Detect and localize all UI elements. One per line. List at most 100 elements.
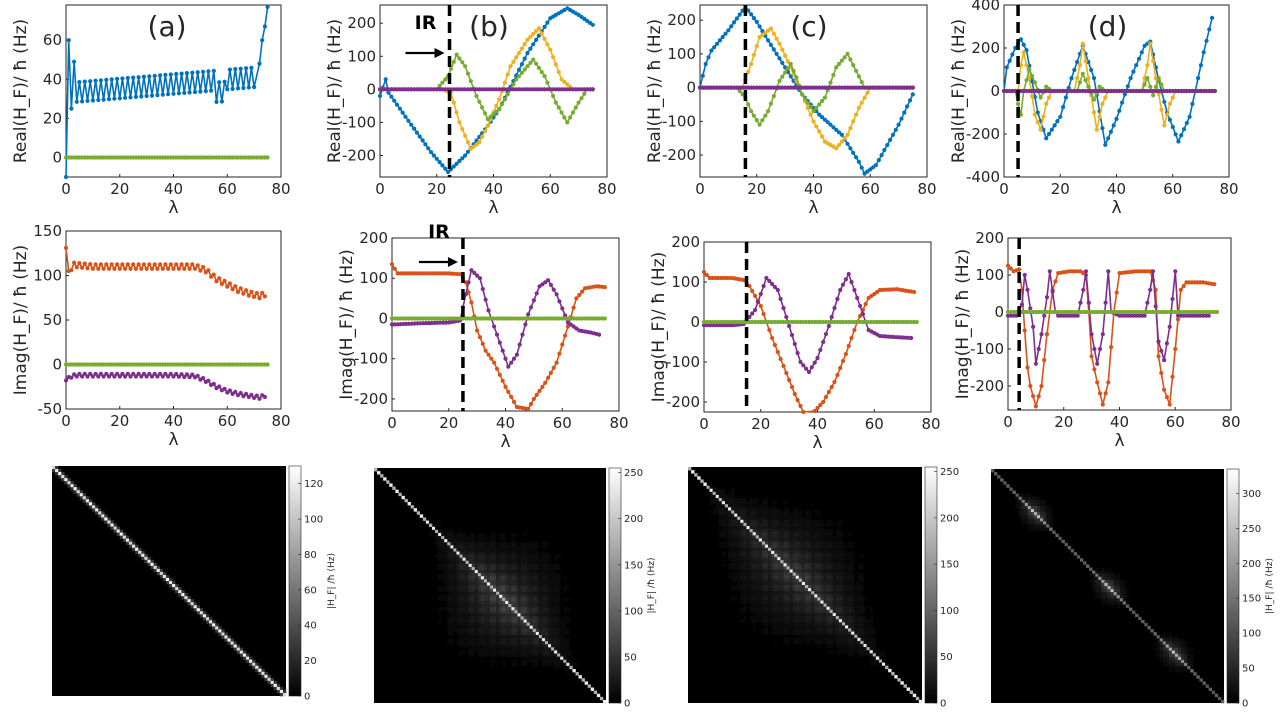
heatmap-cell [520,610,524,614]
heatmap-cell [483,585,488,589]
heatmap-cell [566,647,570,651]
heatmap-cell [490,532,494,537]
heatmap-cell [502,560,506,565]
heatmap-cell [187,599,191,603]
heatmap-cell [740,519,744,524]
y-tick-label: -200 [354,390,388,408]
y-tick-label: 50 [43,311,62,329]
heatmap-cell [798,510,803,514]
heatmap-cell [768,572,772,576]
heatmap-cell [474,582,479,586]
heatmap-cell [529,579,534,583]
heatmap-cell [544,585,549,589]
heatmap-cell [462,625,466,630]
point-blue [93,78,98,83]
point-orange [90,266,95,271]
point-purple [152,371,157,376]
heatmap-cell [783,510,787,514]
heatmap-cell [829,572,834,576]
heatmap-cell [486,594,491,599]
heatmap-cell [468,600,472,605]
heatmap-cell [548,563,552,568]
heatmap-cell [752,504,757,508]
heatmap-cell [798,522,803,527]
heatmap-cell [496,628,500,633]
heatmap-cell [801,557,806,561]
heatmap-cell [835,572,840,576]
heatmap-cell [538,656,543,661]
point-green [557,316,562,321]
heatmap-cell [801,575,806,580]
heatmap-cell [755,569,760,573]
heatmap-cell [777,522,781,527]
heatmap-cell [808,572,812,576]
heatmap-cell [529,570,534,574]
heatmap-cell [486,604,491,608]
heatmap-cell [764,538,769,542]
point-green [465,71,471,76]
heatmap-cell [554,653,558,657]
heatmap-cell [511,548,515,552]
heatmap-cell [441,607,445,611]
heatmap-cell [468,619,472,623]
point-yellow [859,100,864,105]
x-axis-label: λ [1111,198,1121,218]
point-blue [771,47,776,52]
point-green [406,316,412,321]
heatmap-cell [786,532,790,536]
heatmap-cell [520,625,524,630]
heatmap-cell [731,491,735,496]
point-orange [244,288,249,293]
heatmap-cell [462,622,466,626]
heatmap-cell [563,628,567,633]
point-purple [514,352,520,357]
point-orange [227,281,232,286]
heatmap-cell [119,535,124,539]
point-purple [553,87,559,92]
heatmap-cell [557,585,561,589]
heatmap-cell [835,550,840,555]
heatmap-cell [261,668,265,673]
point-purple [1044,295,1050,300]
point-orange [85,266,90,271]
heatmap-cell [196,608,201,612]
heatmap-cell [502,582,506,586]
heatmap-cell [471,545,476,549]
heatmap-cell [731,504,735,508]
point-blue [400,110,405,115]
heatmap-cell [535,563,540,568]
heatmap-cell [474,600,479,605]
heatmap-cell [438,607,442,611]
heatmap-cell [548,659,552,664]
heatmap-cell [792,513,797,517]
point-purple [1100,88,1105,94]
point-yellow [1077,63,1082,68]
heatmap-cell [563,647,567,651]
point-blue [817,112,822,117]
heatmap-cell [768,516,772,521]
heatmap-cell [508,619,512,623]
heatmap-cell [514,619,518,623]
heatmap-cell [517,588,521,592]
point-green [506,316,511,321]
heatmap-cell [477,560,482,565]
heatmap-cell [758,553,763,558]
heatmap-cell [520,576,524,580]
heatmap-cell [462,591,466,596]
heatmap-cell [181,593,185,597]
heatmap-cell [829,541,834,545]
heatmap-cell [532,600,537,605]
heatmap-cell [456,588,460,592]
heatmap-cell [805,575,809,580]
heatmap-cell [267,674,271,679]
heatmap-cell [441,532,445,537]
heatmap-cell [823,547,827,552]
y-tick-label: 0 [990,82,1000,100]
heatmap-cell [483,622,488,626]
heatmap-cell [554,625,558,630]
point-orange [829,384,834,390]
heatmap-cell [538,616,543,620]
heatmap-cell [544,610,549,614]
heatmap-cell [548,597,552,602]
point-blue [171,91,176,96]
